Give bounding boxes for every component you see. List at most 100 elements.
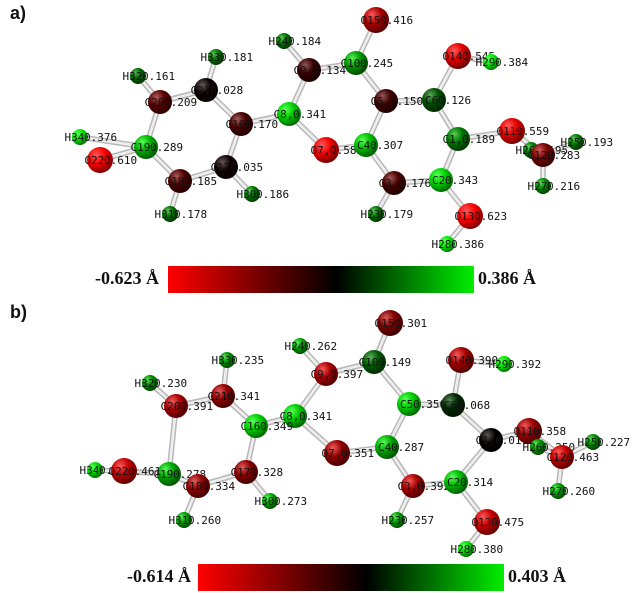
- atom-label: H24: [285, 340, 305, 353]
- atom-sphere: [458, 541, 474, 557]
- atom-label: H25: [578, 436, 598, 449]
- atom-label: H23: [382, 514, 402, 527]
- atom-sphere: [244, 186, 260, 202]
- atom-charge-label: 0.260: [188, 514, 221, 527]
- atom-o14: O14 0.390: [446, 347, 498, 373]
- atom-label: C6: [444, 399, 457, 412]
- atom-o22: O22 0.461: [109, 458, 161, 484]
- atom-label: H26: [516, 144, 536, 157]
- atom-charge-label: 0.257: [401, 514, 434, 527]
- atom-sphere: [283, 404, 307, 428]
- atom-charge-label: 0.126: [438, 94, 471, 107]
- atom-c4: C4 0.307: [354, 133, 403, 157]
- atom-label: C17: [231, 466, 251, 479]
- atom-sphere: [111, 458, 137, 484]
- atom-label: C17: [211, 161, 231, 174]
- panel-a-scale-max: 0.386 Å: [478, 268, 536, 288]
- atom-sphere: [276, 33, 292, 49]
- atom-h28: H28 0.380: [451, 541, 503, 557]
- atom-h32: H32 0.230: [135, 375, 187, 391]
- atom-charge-label: 0.273: [274, 495, 307, 508]
- atom-charge-label: 0.380: [470, 543, 503, 556]
- atom-sphere: [531, 143, 555, 167]
- atom-sphere: [314, 362, 338, 386]
- atom-sphere: [496, 356, 512, 372]
- atom-o15: O15 0.301: [375, 310, 427, 336]
- atom-label: C5,: [371, 95, 391, 108]
- atom-h27: H27 0.260: [543, 483, 595, 499]
- atom-sphere: [313, 137, 339, 163]
- atom-label: C16: [241, 420, 261, 433]
- atom-sphere: [368, 206, 384, 222]
- atom-label: H34: [65, 131, 85, 144]
- atom-h33: H33 0.181: [201, 49, 253, 65]
- atom-label: H25: [561, 136, 581, 149]
- atom-charge-label: 0.150: [390, 95, 423, 108]
- atom-label: C8,: [280, 410, 300, 423]
- atom-charge-label: 0.179: [380, 208, 413, 221]
- atom-label: C4: [378, 441, 392, 454]
- atom-c19: C19 0.278: [154, 462, 206, 486]
- atom-sphere: [324, 440, 350, 466]
- atom-charge-label: 0.149: [378, 356, 411, 369]
- atom-sphere: [134, 135, 158, 159]
- atom-sphere: [277, 102, 301, 126]
- atom-charge-label: 0.216: [547, 180, 580, 193]
- atom-charge-label: 0.351: [341, 447, 374, 460]
- atom-c2: C2 0.343: [429, 168, 478, 192]
- atom-c4: C4 0.287: [375, 435, 424, 459]
- atom-label: C12: [528, 149, 548, 162]
- atom-sphere: [382, 171, 406, 195]
- atom-charge-label: 0.341: [227, 390, 260, 403]
- atom-label: H32: [135, 377, 155, 390]
- atom-c9: C9, 0.134: [294, 58, 346, 82]
- atom-sphere: [441, 393, 465, 417]
- atom-sphere: [499, 118, 525, 144]
- atom-sphere: [374, 89, 398, 113]
- atom-sphere: [362, 350, 386, 374]
- atom-h30: H30 0.186: [237, 186, 289, 202]
- atom-c16: C16 0.170: [226, 112, 278, 136]
- atom-sphere: [429, 168, 453, 192]
- atom-o22: O22 0.610: [85, 147, 137, 173]
- atom-charge-label: 0.287: [391, 441, 424, 454]
- atom-label: H26: [523, 441, 543, 454]
- panel-a-color-scale: [168, 266, 474, 293]
- atom-sphere: [375, 435, 399, 459]
- atom-c21: C21 0.341: [208, 384, 260, 408]
- atom-sphere: [292, 338, 308, 354]
- atom-label: H27: [543, 485, 563, 498]
- atom-h28: H28 0.386: [432, 236, 484, 252]
- atom-sphere: [483, 54, 499, 70]
- atom-label: H24: [269, 35, 289, 48]
- atom-sphere: [194, 78, 218, 102]
- atom-charge-label: 0.314: [460, 476, 493, 489]
- atom-sphere: [444, 470, 468, 494]
- atom-label: C19: [131, 141, 151, 154]
- atom-sphere: [157, 462, 181, 486]
- atom-charge-label: 0.463: [566, 451, 599, 464]
- atom-charge-label: 0.392: [508, 358, 541, 371]
- atom-sphere: [234, 460, 258, 484]
- atom-label: O13: [472, 516, 492, 529]
- atom-h29: H29 0.384: [476, 54, 528, 70]
- atom-sphere: [457, 203, 483, 229]
- atom-h24: H24 0.184: [269, 33, 321, 49]
- atom-c8: C8, 0.341: [280, 404, 332, 428]
- atom-label: O11: [514, 425, 534, 438]
- atom-charge-label: 0.068: [457, 399, 490, 412]
- atom-label: C1,: [443, 133, 463, 146]
- atom-sphere: [550, 483, 566, 499]
- atom-sphere: [530, 439, 546, 455]
- atom-label: H23: [361, 208, 381, 221]
- atom-h27: H27 0.216: [528, 178, 580, 194]
- atom-c21: C21 0.028: [191, 78, 243, 102]
- atom-o11: O11 0.559: [497, 118, 549, 144]
- atom-c2: C2 0.314: [444, 470, 493, 494]
- atom-sphere: [401, 474, 425, 498]
- atom-label: C9,: [311, 368, 331, 381]
- atom-sphere: [130, 68, 146, 84]
